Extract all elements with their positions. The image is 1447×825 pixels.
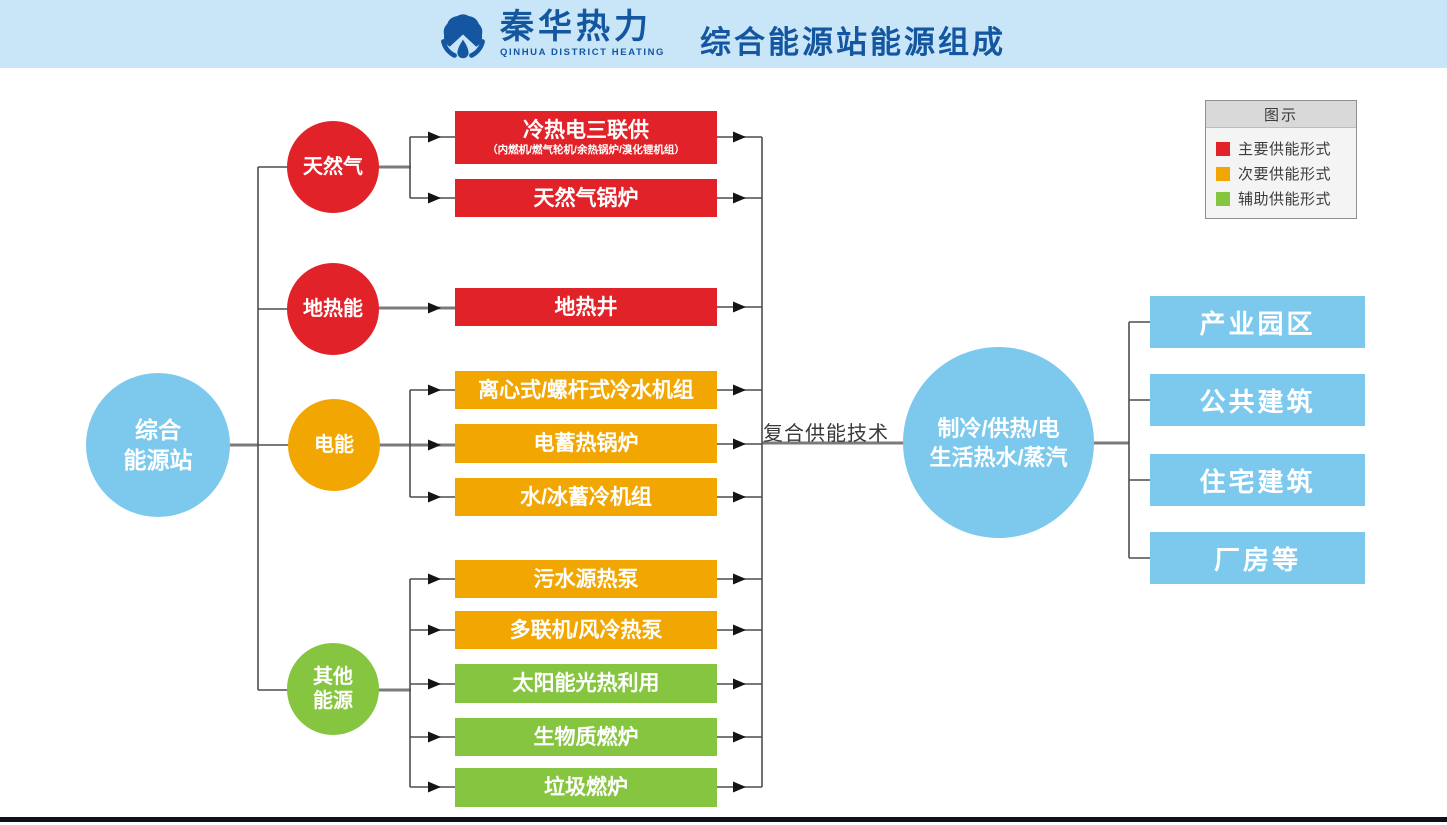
consumer-box-industrial-park: 产业园区 bbox=[1150, 296, 1365, 348]
source-box-label: 电蓄热锅炉 bbox=[533, 432, 639, 455]
legend-title: 图示 bbox=[1206, 101, 1356, 128]
output-label-line2: 生活热水/蒸汽 bbox=[929, 444, 1068, 470]
source-box-geothermal-well: 地热井 bbox=[455, 288, 717, 326]
consumer-box-label: 公共建筑 bbox=[1199, 386, 1316, 417]
brand-block: 秦华热力 QINHUA DISTRICT HEATING bbox=[500, 8, 665, 58]
category-label-line2: 能源 bbox=[313, 690, 353, 712]
technology-label: 复合供能技术 bbox=[763, 423, 889, 445]
source-box-label: 生物质燃炉 bbox=[533, 725, 639, 749]
source-box-gas-boiler: 天然气锅炉 bbox=[455, 179, 717, 217]
root-node-energy-station: 综合 能源站 bbox=[86, 373, 230, 517]
legend: 图示 主要供能形式 次要供能形式 辅助供能形式 bbox=[1205, 100, 1357, 219]
source-box-label: 垃圾燃炉 bbox=[544, 776, 628, 799]
consumer-box-label: 厂房等 bbox=[1213, 544, 1301, 575]
auxiliary-color-swatch bbox=[1216, 191, 1230, 206]
source-box-cchp: 冷热电三联供 （内燃机/燃气轮机/余热锅炉/溴化锂机组） bbox=[455, 111, 717, 164]
output-label-line1: 制冷/供热/电 bbox=[937, 415, 1060, 441]
category-label: 地热能 bbox=[303, 298, 363, 320]
source-box-vrf-air-heat-pump: 多联机/风冷热泵 bbox=[455, 611, 717, 649]
legend-item-auxiliary: 辅助供能形式 bbox=[1216, 186, 1356, 211]
category-label: 天然气 bbox=[303, 156, 363, 178]
consumer-box-label: 住宅建筑 bbox=[1199, 466, 1316, 497]
source-box-electric-thermal-boiler: 电蓄热锅炉 bbox=[455, 424, 717, 463]
primary-color-swatch bbox=[1216, 141, 1230, 156]
arrowheads-into-boxes bbox=[428, 131, 441, 793]
source-box-label: 离心式/螺杆式冷水机组 bbox=[478, 378, 694, 402]
consumer-box-factories: 厂房等 bbox=[1150, 532, 1365, 584]
company-logo-icon bbox=[441, 14, 485, 59]
consumer-box-public-buildings: 公共建筑 bbox=[1150, 374, 1365, 426]
page-title: 综合能源站能源组成 bbox=[700, 25, 1006, 60]
source-box-label: 水/冰蓄冷机组 bbox=[520, 485, 652, 509]
source-box-label: 天然气锅炉 bbox=[533, 186, 639, 210]
source-box-biomass-furnace: 生物质燃炉 bbox=[455, 718, 717, 756]
root-node-label-line1: 综合 bbox=[135, 417, 181, 443]
secondary-color-swatch bbox=[1216, 166, 1230, 181]
category-node-electricity: 电能 bbox=[288, 399, 380, 491]
bottom-divider bbox=[0, 817, 1447, 822]
source-box-ice-storage: 水/冰蓄冷机组 bbox=[455, 478, 717, 516]
legend-item-primary: 主要供能形式 bbox=[1216, 136, 1356, 161]
legend-item-label: 次要供能形式 bbox=[1238, 166, 1332, 183]
source-box-waste-furnace: 垃圾燃炉 bbox=[455, 768, 717, 807]
legend-item-label: 主要供能形式 bbox=[1238, 141, 1332, 158]
consumer-box-residential-buildings: 住宅建筑 bbox=[1150, 454, 1365, 506]
category-label: 电能 bbox=[314, 434, 354, 456]
source-box-label: 地热井 bbox=[554, 295, 618, 319]
legend-item-label: 辅助供能形式 bbox=[1238, 191, 1332, 208]
category-label: 其他 bbox=[313, 666, 353, 688]
source-box-label: 太阳能光热利用 bbox=[512, 672, 660, 695]
category-node-other-energy: 其他 能源 bbox=[287, 643, 379, 735]
legend-items: 主要供能形式 次要供能形式 辅助供能形式 bbox=[1206, 128, 1356, 211]
brand-name: 秦华热力 bbox=[500, 8, 652, 46]
output-node-supply-types: 制冷/供热/电 生活热水/蒸汽 bbox=[903, 347, 1094, 538]
source-box-chiller-units: 离心式/螺杆式冷水机组 bbox=[455, 371, 717, 409]
source-box-label: 污水源热泵 bbox=[533, 567, 639, 591]
brand-subtitle: QINHUA DISTRICT HEATING bbox=[500, 47, 666, 58]
source-box-solar-thermal: 太阳能光热利用 bbox=[455, 664, 717, 703]
app-header: 秦华热力 QINHUA DISTRICT HEATING 综合能源站能源组成 bbox=[0, 0, 1447, 68]
arrowheads-into-collector bbox=[733, 131, 746, 793]
consumer-box-label: 产业园区 bbox=[1199, 308, 1316, 339]
category-node-natural-gas: 天然气 bbox=[287, 121, 379, 213]
source-box-sublabel: （内燃机/燃气轮机/余热锅炉/溴化锂机组） bbox=[487, 143, 685, 156]
root-node-label-line2: 能源站 bbox=[123, 447, 193, 473]
source-box-sewage-heat-pump: 污水源热泵 bbox=[455, 560, 717, 598]
source-box-label: 多联机/风冷热泵 bbox=[509, 618, 663, 642]
source-box-label: 冷热电三联供 bbox=[523, 118, 649, 142]
legend-item-secondary: 次要供能形式 bbox=[1216, 161, 1356, 186]
category-node-geothermal: 地热能 bbox=[287, 263, 379, 355]
